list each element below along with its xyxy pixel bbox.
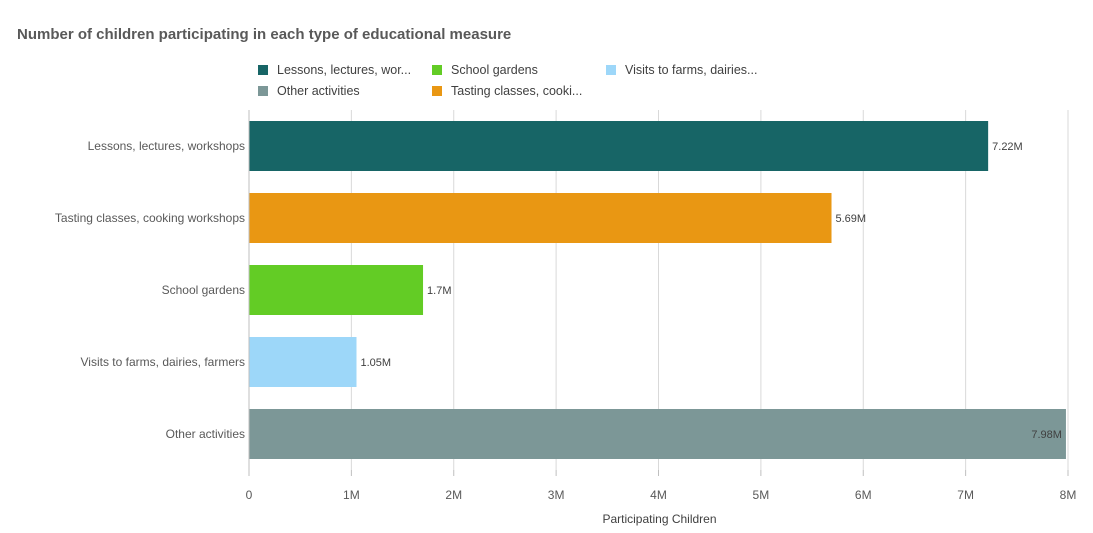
x-axis-title: Participating Children — [602, 512, 716, 526]
x-tick-label-2: 2M — [445, 488, 462, 502]
legend-swatch-tasting — [432, 86, 442, 96]
x-tick-label-4: 4M — [650, 488, 667, 502]
legend-swatch-school-gardens — [432, 65, 442, 75]
legend-item-other[interactable]: Other activities — [258, 84, 360, 98]
x-tick-label-7: 7M — [957, 488, 974, 502]
data-label-4: 7.98M — [1031, 429, 1062, 441]
legend-label-visits: Visits to farms, dairies... — [625, 63, 758, 77]
legend-swatch-lessons — [258, 65, 268, 75]
data-label-2: 1.7M — [427, 285, 451, 297]
legend-label-school-gardens: School gardens — [451, 63, 538, 77]
chart-title: Number of children participating in each… — [17, 26, 512, 43]
bar-4[interactable] — [249, 409, 1066, 459]
category-label-2: School gardens — [162, 283, 245, 297]
bar-1[interactable] — [249, 193, 832, 243]
category-label-1: Tasting classes, cooking workshops — [55, 211, 245, 225]
legend-item-visits[interactable]: Visits to farms, dairies... — [606, 63, 757, 77]
x-tick-label-6: 6M — [855, 488, 872, 502]
legend-swatch-visits — [606, 65, 616, 75]
x-tick-label-8: 8M — [1060, 488, 1077, 502]
x-tick-label-5: 5M — [753, 488, 770, 502]
legend-swatch-other — [258, 86, 268, 96]
category-label-3: Visits to farms, dairies, farmers — [81, 355, 245, 369]
data-label-0: 7.22M — [992, 141, 1023, 153]
data-label-3: 1.05M — [360, 357, 391, 369]
legend-item-lessons[interactable]: Lessons, lectures, wor... — [258, 63, 411, 77]
x-axis-ticks: 0 1M 2M 3M 4M 5M 6M 7M 8M — [246, 470, 1077, 502]
x-tick-label-3: 3M — [548, 488, 565, 502]
category-labels: Lessons, lectures, workshops Tasting clas… — [55, 139, 245, 441]
x-tick-label-1: 1M — [343, 488, 360, 502]
x-tick-label-0: 0 — [246, 488, 253, 502]
legend-label-lessons: Lessons, lectures, wor... — [277, 63, 412, 77]
bar-2[interactable] — [249, 265, 424, 315]
bars: 7.22M 5.69M 1.7M 1.05M 7.98M — [249, 121, 1066, 459]
category-label-0: Lessons, lectures, workshops — [88, 139, 245, 153]
bar-0[interactable] — [249, 121, 989, 171]
bar-3[interactable] — [249, 337, 357, 387]
legend-label-tasting: Tasting classes, cooki... — [451, 84, 583, 98]
category-label-4: Other activities — [166, 427, 245, 441]
legend-label-other: Other activities — [277, 84, 360, 98]
legend-item-school-gardens[interactable]: School gardens — [432, 63, 538, 77]
data-label-1: 5.69M — [836, 213, 867, 225]
legend-item-tasting[interactable]: Tasting classes, cooki... — [432, 84, 582, 98]
